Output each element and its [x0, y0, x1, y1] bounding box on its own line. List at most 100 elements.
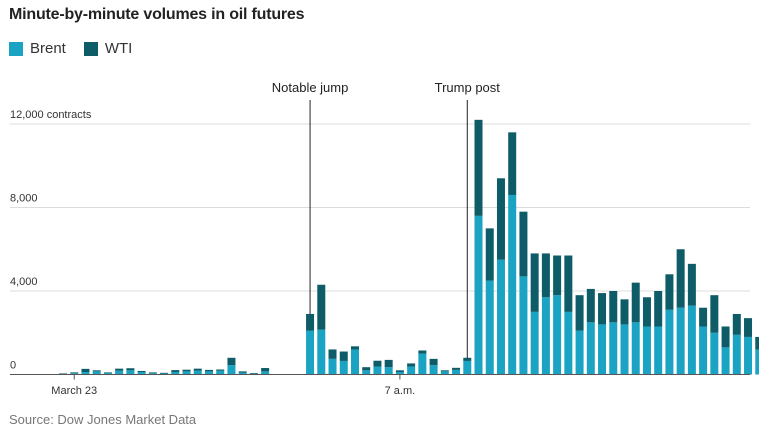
bar-brent-42	[530, 311, 539, 375]
bar-wti-26	[350, 346, 359, 350]
bar-wti-22	[306, 313, 315, 331]
bar-wti-5	[115, 368, 124, 371]
bar-brent-3	[92, 371, 101, 375]
bar-brent-9	[160, 373, 169, 375]
x-tick-label-0: March 23	[51, 385, 97, 397]
bar-wti-53	[654, 291, 663, 327]
bar-brent-51	[631, 322, 640, 375]
bar-wti-54	[665, 274, 674, 310]
bar-brent-28	[373, 366, 382, 375]
bar-wti-14	[216, 369, 225, 371]
bar-wti-24	[328, 349, 337, 359]
bar-brent-29	[384, 367, 393, 375]
bar-brent-60	[732, 334, 741, 375]
bar-wti-0	[59, 373, 67, 375]
y-tick-label-3: 12,000 contracts	[10, 109, 92, 121]
bar-wti-29	[384, 359, 393, 368]
bar-wti-9	[160, 372, 169, 374]
bar-wti-49	[609, 291, 618, 323]
bar-wti-16	[238, 371, 247, 373]
bar-brent-22	[306, 330, 315, 375]
bar-wti-46	[575, 295, 584, 331]
bar-brent-2	[81, 371, 90, 375]
bar-wti-41	[519, 211, 528, 277]
bar-wti-28	[373, 360, 382, 367]
bar-brent-16	[238, 372, 247, 375]
bar-wti-36	[463, 357, 472, 361]
bar-wti-8	[148, 372, 157, 374]
y-tick-label-0: 0	[10, 360, 16, 372]
bar-brent-12	[193, 370, 202, 375]
bar-wti-50	[620, 299, 629, 325]
bar-wti-38	[485, 228, 494, 281]
bar-wti-45	[564, 255, 573, 312]
bar-wti-60	[732, 313, 741, 335]
bar-brent-1	[70, 373, 79, 375]
x-tick-label-1: 7 a.m.	[385, 385, 416, 397]
bar-wti-48	[598, 293, 607, 325]
bar-wti-39	[496, 178, 505, 260]
bar-brent-58	[710, 332, 719, 375]
bar-brent-54	[665, 309, 674, 375]
bar-brent-56	[687, 305, 696, 375]
bar-wti-3	[92, 370, 101, 372]
bar-brent-43	[541, 297, 550, 375]
bar-brent-57	[699, 326, 708, 375]
bar-wti-42	[530, 253, 539, 312]
legend-swatch-wti	[83, 41, 98, 56]
bar-brent-5	[115, 370, 124, 375]
bar-brent-27	[362, 370, 371, 375]
bar-brent-41	[519, 276, 528, 375]
bar-brent-34	[440, 371, 449, 375]
bar-wti-13	[204, 369, 213, 372]
bar-wti-44	[553, 255, 562, 296]
bar-wti-27	[362, 367, 371, 371]
bar-brent-23	[317, 329, 326, 375]
bar-brent-30	[395, 371, 404, 375]
bar-wti-59	[721, 326, 730, 348]
bar-wti-62	[755, 336, 759, 350]
source-note: Source: Dow Jones Market Data	[9, 412, 197, 427]
bar-brent-24	[328, 358, 337, 375]
bar-brent-49	[609, 322, 618, 375]
bar-wti-2	[81, 368, 90, 372]
bar-brent-48	[598, 324, 607, 375]
bar-wti-35	[452, 367, 461, 370]
legend-item-wti: WTI	[83, 40, 133, 57]
bar-wti-55	[676, 249, 685, 308]
bar-brent-31	[407, 366, 416, 375]
bar-wti-17	[249, 373, 258, 374]
bar-wti-31	[407, 363, 416, 367]
y-tick-label-1: 4,000	[10, 276, 38, 288]
bar-brent-50	[620, 324, 629, 375]
chart-title: Minute-by-minute volumes in oil futures	[9, 6, 305, 23]
bar-wti-58	[710, 295, 719, 333]
bar-wti-11	[182, 369, 191, 372]
bar-brent-35	[452, 369, 461, 375]
bar-brent-46	[575, 330, 584, 375]
bar-brent-59	[721, 347, 730, 375]
bar-wti-61	[744, 318, 753, 337]
bar-brent-11	[182, 371, 191, 375]
bar-brent-38	[485, 280, 494, 375]
bar-wti-57	[699, 307, 708, 327]
annotation-label-0: Notable jump	[272, 80, 349, 95]
bar-wti-15	[227, 357, 236, 366]
bar-brent-36	[463, 360, 472, 375]
bar-brent-18	[261, 371, 270, 375]
bar-wti-33	[429, 358, 438, 366]
bar-wti-47	[586, 288, 595, 323]
legend-label-wti: WTI	[104, 40, 133, 57]
bar-brent-37	[474, 215, 483, 375]
bar-wti-34	[440, 370, 449, 372]
legend-swatch-brent	[9, 41, 23, 56]
bar-wti-56	[687, 263, 696, 306]
bar-wti-40	[508, 132, 517, 195]
bar-brent-33	[429, 365, 438, 375]
bar-wti-37	[474, 119, 483, 216]
bar-brent-10	[171, 371, 180, 375]
bar-brent-13	[204, 371, 213, 375]
bar-brent-26	[350, 349, 359, 375]
bar-wti-30	[395, 370, 404, 372]
